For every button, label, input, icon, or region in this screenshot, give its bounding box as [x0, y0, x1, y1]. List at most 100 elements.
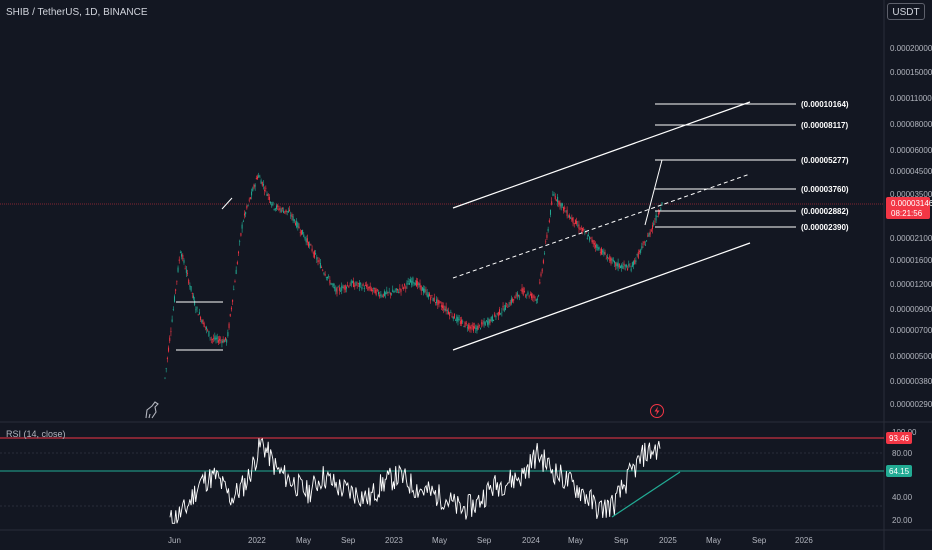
breakout-line[interactable]	[221, 197, 233, 210]
candle-body	[260, 180, 262, 184]
candle-body	[204, 326, 206, 328]
candle-body	[563, 207, 565, 211]
candle-body	[367, 287, 369, 290]
candle-body	[391, 293, 393, 295]
candle-body	[164, 377, 166, 379]
candle-body	[630, 268, 632, 271]
rsi-tick: 40.00	[892, 493, 913, 502]
candle-body	[224, 337, 226, 341]
candle-body	[449, 312, 451, 316]
candle-body	[405, 286, 407, 289]
candle-body	[189, 285, 191, 287]
rsi-tick: 20.00	[892, 516, 913, 525]
countdown-value: 08:21:56	[891, 209, 923, 218]
channel-mid-line[interactable]	[452, 173, 751, 279]
candle-body	[598, 247, 600, 249]
candle-body	[661, 202, 663, 206]
price-tick: 0.00008000	[890, 120, 932, 129]
time-axis[interactable]: Jun 2022 May Sep 2023 May Sep 2024 May S…	[168, 536, 813, 545]
candle-body	[513, 299, 515, 301]
rsi-trendline[interactable]	[611, 471, 681, 518]
candle-body	[272, 201, 274, 205]
candle-body	[171, 319, 173, 322]
candle-body	[232, 299, 234, 302]
candle-body	[636, 254, 638, 256]
projection-line[interactable]	[644, 159, 663, 226]
time-tick: 2026	[795, 536, 813, 545]
candle-body	[280, 209, 282, 213]
candle-body	[614, 261, 616, 264]
candle-body	[629, 266, 631, 268]
candle-body	[290, 215, 292, 217]
candle-body	[243, 213, 245, 216]
candle-body	[313, 251, 315, 258]
candle-body	[618, 263, 620, 268]
candle-body	[437, 299, 439, 306]
candle-body	[504, 305, 506, 310]
candle-body	[516, 292, 518, 297]
candle-body	[394, 290, 396, 292]
candle-body	[359, 282, 361, 287]
candle-body	[568, 215, 570, 218]
candle-body	[475, 327, 477, 330]
candle-body	[424, 288, 426, 293]
candle-body	[311, 248, 313, 252]
symbol-title[interactable]: SHIB / TetherUS, 1D, BINANCE	[6, 7, 148, 18]
candle-body	[406, 282, 408, 285]
candle-body	[176, 280, 178, 282]
candle-body	[246, 205, 248, 209]
candle-body	[456, 316, 458, 322]
price-tick: 0.00015000	[890, 68, 932, 77]
candle-body	[541, 269, 543, 272]
candle-body	[396, 288, 398, 291]
candle-body	[321, 267, 323, 268]
candle-body	[455, 319, 457, 321]
candle-body	[637, 252, 639, 258]
candle-body	[389, 292, 391, 295]
candle-body	[546, 234, 548, 238]
candle-body	[503, 308, 505, 312]
price-tick: 0.00001600	[890, 256, 932, 265]
candle-body	[657, 212, 659, 215]
candle-body	[165, 368, 167, 370]
rsi-pane[interactable]: 100.00 80.00 40.00 20.00 93.46 64.15	[0, 428, 917, 525]
candle-body	[328, 275, 330, 277]
candle-body	[273, 209, 275, 210]
channel-upper-line[interactable]	[452, 101, 751, 209]
candle-body	[599, 251, 601, 253]
candle-body	[279, 208, 281, 210]
lightning-icon[interactable]	[650, 404, 664, 418]
price-axis[interactable]: 0.00020000 0.00015000 0.00011000 0.00008…	[890, 44, 932, 409]
drawings-layer[interactable]	[176, 101, 796, 351]
channel-lower-line[interactable]	[452, 242, 751, 351]
candle-body	[297, 222, 299, 228]
dino-icon[interactable]	[145, 401, 159, 419]
candle-body	[379, 294, 381, 297]
candle-body	[420, 285, 422, 292]
candle-body	[463, 326, 465, 328]
candle-body	[197, 314, 199, 316]
candle-body	[622, 265, 624, 269]
candle-body	[233, 289, 235, 290]
candle-body	[433, 297, 435, 302]
candle-body	[638, 251, 640, 252]
candle-body	[206, 327, 208, 330]
candle-body	[574, 219, 576, 224]
candle-body	[440, 305, 442, 307]
candle-body	[579, 228, 581, 231]
candle-body	[187, 272, 189, 274]
candle-body	[476, 326, 478, 331]
candle-body	[601, 248, 603, 255]
candle-body	[209, 337, 211, 339]
candle-body	[602, 250, 604, 253]
candle-body	[540, 273, 542, 276]
time-tick: 2022	[248, 536, 266, 545]
candle-body	[228, 323, 230, 328]
currency-button[interactable]: USDT	[887, 3, 925, 20]
rsi-legend[interactable]: RSI (14, close)	[6, 429, 66, 439]
candles-layer	[164, 172, 663, 380]
candle-body	[501, 311, 503, 313]
candle-body	[262, 184, 264, 186]
candle-body	[286, 211, 288, 213]
